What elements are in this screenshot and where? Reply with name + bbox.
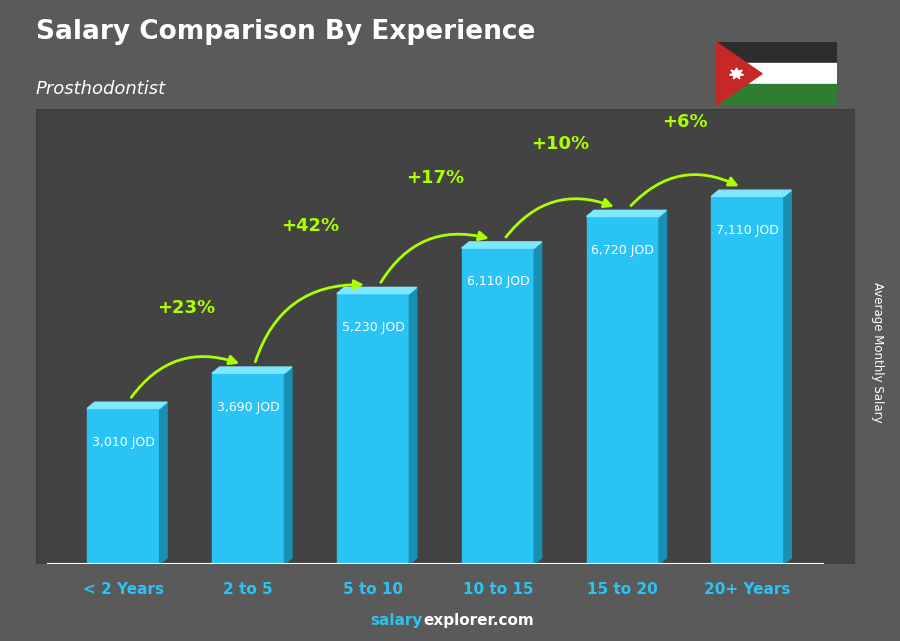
Text: 5 to 10: 5 to 10 (343, 582, 403, 597)
Polygon shape (284, 367, 292, 564)
Text: salary: salary (371, 613, 423, 628)
Bar (587, 217, 659, 564)
Text: Salary Comparison By Experience: Salary Comparison By Experience (36, 19, 536, 46)
Polygon shape (784, 190, 791, 564)
Polygon shape (534, 242, 542, 564)
Text: 2 to 5: 2 to 5 (223, 582, 273, 597)
Text: +42%: +42% (282, 217, 339, 235)
Bar (716, 63, 837, 85)
Bar (716, 42, 837, 63)
Polygon shape (337, 287, 417, 294)
Bar (462, 248, 534, 564)
Bar (337, 294, 410, 564)
Polygon shape (410, 287, 417, 564)
Text: < 2 Years: < 2 Years (83, 582, 164, 597)
Polygon shape (587, 210, 667, 217)
Text: +23%: +23% (157, 299, 215, 317)
Bar (212, 373, 284, 564)
Text: explorer.com: explorer.com (423, 613, 534, 628)
Text: 6,110 JOD: 6,110 JOD (466, 276, 529, 288)
Polygon shape (711, 190, 791, 196)
Text: Prosthodontist: Prosthodontist (36, 80, 166, 98)
Polygon shape (716, 42, 762, 106)
Text: 3,690 JOD: 3,690 JOD (217, 401, 280, 413)
Polygon shape (730, 68, 743, 79)
Bar (716, 85, 837, 106)
Text: 6,720 JOD: 6,720 JOD (591, 244, 654, 257)
Text: 15 to 20: 15 to 20 (588, 582, 658, 597)
Polygon shape (212, 367, 292, 373)
Bar (87, 408, 159, 564)
Polygon shape (87, 402, 167, 408)
Text: Average Monthly Salary: Average Monthly Salary (871, 282, 884, 423)
Text: 3,010 JOD: 3,010 JOD (92, 436, 155, 449)
Bar (711, 196, 784, 564)
Text: 20+ Years: 20+ Years (705, 582, 791, 597)
Text: 7,110 JOD: 7,110 JOD (716, 224, 779, 237)
Polygon shape (159, 402, 167, 564)
Text: 5,230 JOD: 5,230 JOD (342, 321, 404, 334)
Text: +17%: +17% (407, 169, 464, 187)
Text: +10%: +10% (531, 135, 590, 153)
Text: +6%: +6% (662, 113, 708, 131)
Text: 10 to 15: 10 to 15 (463, 582, 533, 597)
Polygon shape (462, 242, 542, 248)
Polygon shape (659, 210, 667, 564)
